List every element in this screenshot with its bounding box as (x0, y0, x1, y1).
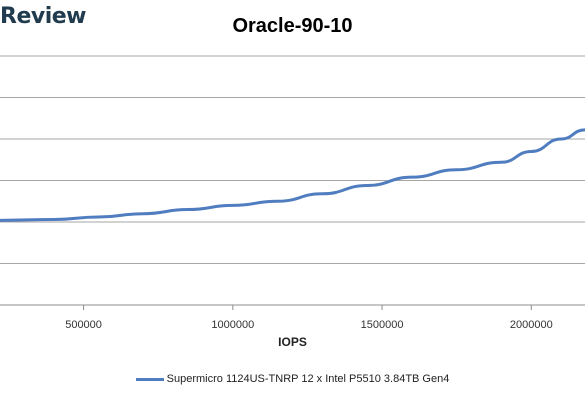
x-tick-label: 1500000 (361, 319, 404, 331)
x-tick-label: 2000000 (510, 319, 553, 331)
gridlines (0, 55, 585, 306)
x-axis-ticks: 500000 1000000 1500000 2000000 (65, 305, 553, 331)
x-tick-label: 1000000 (211, 319, 254, 331)
legend-label: Supermicro 1124US-TNRP 12 x Intel P5510 … (166, 373, 450, 385)
brand-logo: Review (0, 4, 87, 29)
x-tick-label: 500000 (65, 319, 102, 331)
legend-swatch (135, 377, 164, 381)
legend: Supermicro 1124US-TNRP 12 x Intel P5510 … (0, 373, 585, 385)
x-axis-label: IOPS (278, 335, 307, 349)
series-lines (0, 128, 585, 222)
series-line (0, 128, 585, 222)
chart-title: Oracle-90-10 (232, 15, 353, 37)
